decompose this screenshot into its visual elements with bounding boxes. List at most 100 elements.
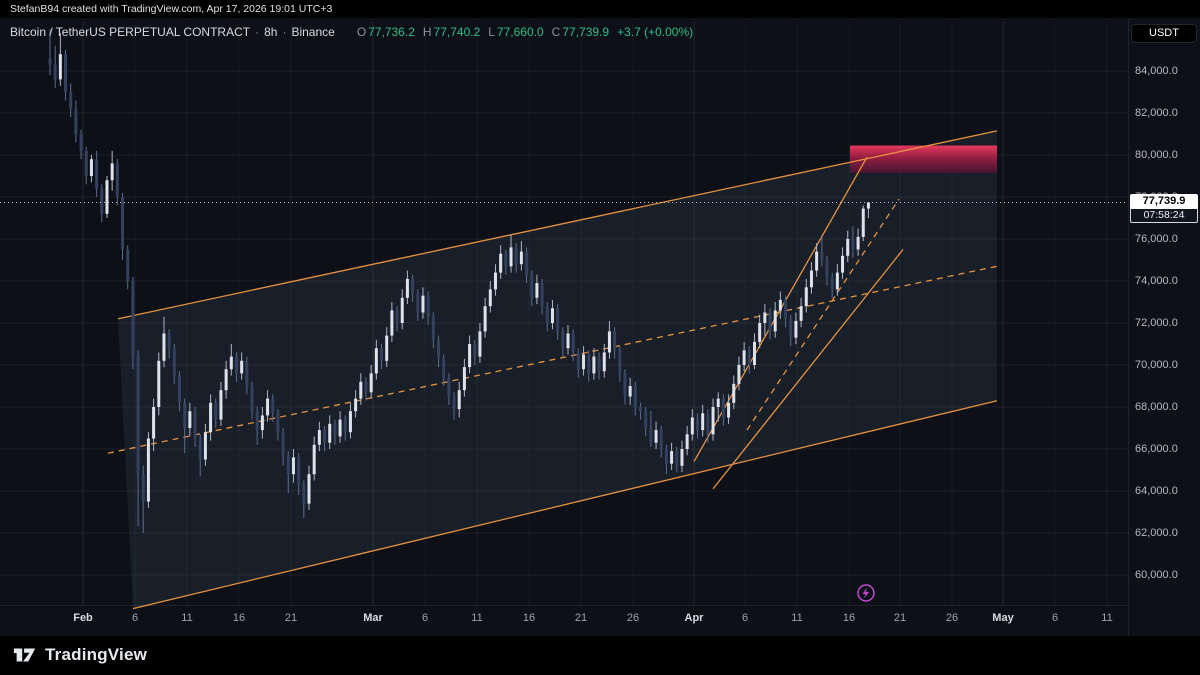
candle-body <box>437 339 440 359</box>
trendline-steep-lower <box>712 249 904 490</box>
candle-body <box>234 356 238 374</box>
time-tick-label: Feb <box>73 612 93 624</box>
tradingview-logo-icon <box>13 648 36 662</box>
candle-body <box>203 432 207 460</box>
candle-body <box>566 333 570 349</box>
candle-body <box>426 295 430 317</box>
candle-body <box>789 318 793 338</box>
candle-body <box>405 278 409 298</box>
interval-label[interactable]: 8h <box>264 25 278 39</box>
change-value: +3.7 (+0.00%) <box>617 25 694 39</box>
event-icon[interactable] <box>857 584 875 602</box>
time-tick-label: 16 <box>842 612 856 624</box>
candle-body <box>747 350 751 365</box>
low-value: 77,660.0 <box>496 25 544 39</box>
time-axis[interactable]: Feb 6 11 16 21 Mar 6 11 16 21 26 Apr 6 11 16 21 26 May 6 11 <box>0 606 1128 636</box>
candle-body <box>499 253 503 273</box>
candle-body <box>79 134 83 151</box>
time-tick-label: 16 <box>232 612 246 624</box>
candle-body <box>846 239 850 256</box>
high-label: H <box>422 25 432 39</box>
candle-body <box>483 306 487 332</box>
candle-body <box>737 365 741 384</box>
candle-body <box>462 367 466 391</box>
candle-body <box>602 352 606 372</box>
candle-body <box>48 58 52 65</box>
candle-body <box>856 236 860 250</box>
candle-body <box>276 413 280 433</box>
time-tick-label: 6 <box>1051 612 1059 624</box>
candle-body <box>348 411 352 433</box>
candle-body <box>618 350 622 374</box>
candle-body <box>395 310 399 323</box>
price-axis[interactable]: 60,000.0 62,000.0 64,000.0 66,000.0 68,000.0… <box>1128 18 1200 636</box>
candle-body <box>369 373 373 393</box>
candle-body <box>752 341 756 365</box>
resistance-zone <box>850 145 997 173</box>
candle-body <box>493 272 497 290</box>
candle-body <box>115 163 119 197</box>
bar-countdown: 07:58:24 <box>1130 209 1198 224</box>
candle-body <box>675 451 679 466</box>
candle-body <box>804 287 808 307</box>
candle-body <box>121 197 125 250</box>
candle-body <box>209 402 213 433</box>
time-tick-label: 6 <box>131 612 139 624</box>
candle-body <box>240 360 244 374</box>
candle-body <box>64 54 68 92</box>
candle-body <box>354 398 358 412</box>
candle-body <box>758 323 762 342</box>
candle-body <box>198 438 202 460</box>
candle-body <box>323 430 327 443</box>
candle-body <box>561 331 565 349</box>
low-label: L <box>488 25 495 39</box>
candle-body <box>136 354 140 475</box>
price-tick-label: 72,000.0 <box>1135 317 1178 329</box>
candle-body <box>545 306 549 323</box>
candle-body <box>861 208 865 237</box>
candle-body <box>281 432 285 456</box>
candle-body <box>302 484 306 504</box>
candle-body <box>421 295 425 313</box>
candle-body <box>799 306 803 321</box>
candle-body <box>784 299 788 319</box>
candle-body <box>89 159 93 176</box>
candle-body <box>732 383 736 403</box>
candle-body <box>442 358 446 378</box>
candle-body <box>841 255 845 273</box>
candle-body <box>556 308 560 332</box>
candle-body <box>312 444 316 475</box>
time-tick-label: 26 <box>626 612 640 624</box>
trendline-channel-median <box>107 265 998 454</box>
price-tick-label: 62,000.0 <box>1135 527 1178 539</box>
currency-badge[interactable]: USDT <box>1131 24 1197 43</box>
candle-body <box>488 289 492 307</box>
candle-body <box>778 299 782 311</box>
candle-body <box>690 417 694 435</box>
time-tick-label: 16 <box>522 612 536 624</box>
candle-body <box>768 312 772 332</box>
candle-body <box>400 297 404 323</box>
candle-body <box>110 163 114 181</box>
price-tick-label: 64,000.0 <box>1135 485 1178 497</box>
tradingview-logo[interactable]: TradingView <box>12 644 147 666</box>
candle-body <box>473 344 477 357</box>
candle-body <box>74 108 78 134</box>
symbol-info-bar: Bitcoin / TetherUS PERPETUAL CONTRACT · 8h… <box>10 25 693 39</box>
candle-body <box>250 386 254 412</box>
candle-body <box>815 251 819 271</box>
price-tick-label: 82,000.0 <box>1135 107 1178 119</box>
candle-body <box>633 386 637 407</box>
attribution-bar: StefanB94 created with TradingView.com, … <box>0 0 1200 18</box>
candle-body <box>763 312 767 323</box>
time-tick-label: Mar <box>363 612 383 624</box>
symbol-title[interactable]: Bitcoin / TetherUS PERPETUAL CONTRACT <box>10 25 251 39</box>
candle-body <box>623 373 627 397</box>
tradingview-logo-text: TradingView <box>45 645 148 664</box>
candle-body <box>701 413 705 431</box>
candle-body <box>628 386 632 397</box>
time-tick-label: 11 <box>1101 612 1113 624</box>
price-tick-label: 60,000.0 <box>1135 569 1178 581</box>
candle-body <box>514 247 518 265</box>
